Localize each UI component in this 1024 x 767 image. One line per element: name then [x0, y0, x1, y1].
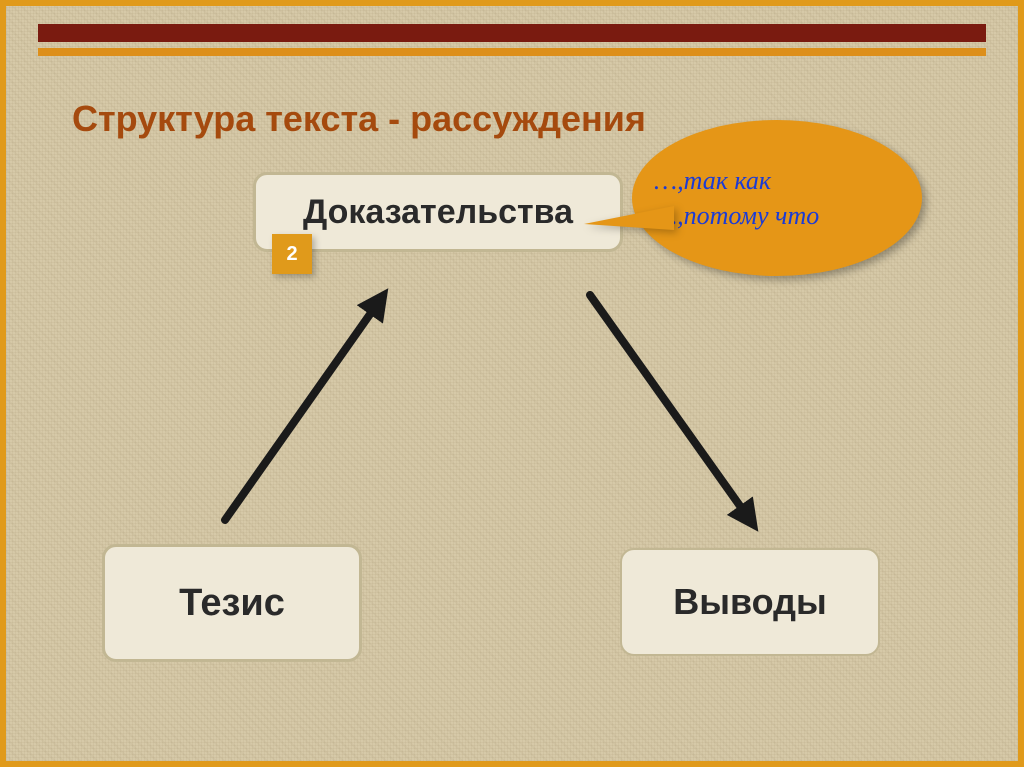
callout-tail — [584, 206, 674, 230]
speech-callout: …,так как …,потому что — [632, 120, 922, 276]
arrow-evidence-to-conclusions — [590, 295, 750, 520]
callout-line-2: …,потому что — [654, 198, 819, 233]
slide-title: Структура текста - рассуждения — [72, 98, 646, 140]
step-badge-label: 2 — [286, 243, 297, 266]
callout-bubble: …,так как …,потому что — [632, 120, 922, 276]
node-conclusions: Выводы — [620, 548, 880, 656]
header-bars — [38, 24, 986, 56]
header-bar-accent — [38, 48, 986, 56]
callout-line-1: …,так как — [654, 163, 771, 198]
node-conclusions-label: Выводы — [673, 581, 827, 623]
node-evidence-label: Доказательства — [303, 193, 573, 232]
node-thesis: Тезис — [102, 544, 362, 662]
arrow-thesis-to-evidence — [225, 300, 380, 520]
header-bar-dark — [38, 24, 986, 42]
step-badge: 2 — [272, 234, 312, 274]
node-thesis-label: Тезис — [179, 582, 285, 625]
